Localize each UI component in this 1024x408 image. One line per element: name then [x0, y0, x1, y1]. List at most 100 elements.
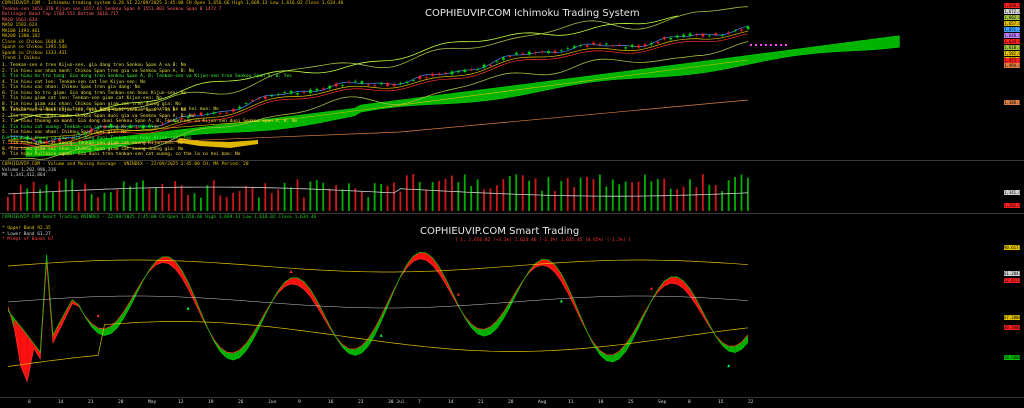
pane-divider[interactable]: [0, 160, 1024, 161]
volume-bar: [682, 186, 685, 211]
oscillator-fill: [59, 311, 66, 330]
bollinger-lower: [7, 41, 749, 160]
volume-bar: [45, 184, 48, 211]
date-tick-label: 21: [88, 400, 94, 405]
volume-bar: [541, 190, 543, 211]
candle-body: [437, 73, 441, 75]
candle-body: [109, 124, 113, 128]
chikou-line: [15, 15, 679, 122]
volume-bar: [573, 187, 576, 211]
candle-body: [251, 100, 254, 102]
candle-body: [637, 45, 641, 48]
oscillator-fill: [316, 300, 324, 318]
header-line: Bollinger Band Top 1704.551 Bottom 1618.…: [2, 12, 119, 17]
candle-body: [180, 118, 184, 120]
volume-bar: [187, 194, 189, 211]
oscillator-fill: [65, 299, 73, 317]
header-line: 8. Tin hieu giam xac nhan: Chikou Span g…: [2, 146, 184, 152]
ichimoku-header: COPHIEUVIP.COM - Ichimoku trading system…: [2, 1, 343, 62]
candle-body: [128, 125, 132, 128]
candle-body: [508, 56, 512, 57]
candle-body: [321, 88, 325, 90]
ma100-line: [7, 59, 749, 141]
volume-bar: [393, 182, 395, 211]
volume-bar: [405, 175, 408, 211]
oscillator-fill: [722, 342, 729, 352]
date-tick-label: 11: [568, 400, 574, 405]
header-line: COPHIEUVIP.COM - Ichimoku trading system…: [2, 1, 344, 6]
candle-body: [598, 43, 602, 45]
volume-bar: [7, 196, 9, 211]
candle-body: [315, 88, 319, 91]
smart-trading-legend: * Upper Band 92.35 * Lower Band 61.27 * Mi…: [2, 226, 53, 243]
candle-body: [238, 106, 242, 109]
oscillator-fill: [342, 344, 350, 354]
candle-body: [373, 85, 377, 87]
oscillator-fill: [297, 277, 304, 290]
candle-body: [302, 91, 306, 93]
oscillator-fill: [535, 259, 543, 268]
candle-body: [572, 46, 576, 48]
candle-body: [276, 94, 280, 95]
oscillator-fill: [355, 345, 362, 356]
smart-trading-pane[interactable]: COPHIEUVIP.COM Smart Trading COPHIEUVIP.…: [0, 214, 1024, 397]
bollinger-upper: [7, 6, 749, 119]
date-tick-label: 30 Jul: [388, 400, 405, 405]
oscillator-fill: [374, 315, 382, 336]
candle-body: [424, 76, 428, 78]
candle-body: [559, 50, 563, 52]
volume-chart: [7, 174, 749, 211]
price-tag: 1,202.99: [1004, 203, 1024, 208]
oscillator-fill: [413, 252, 420, 262]
pane-divider[interactable]: [0, 213, 1024, 214]
oscillator-fill: [246, 334, 253, 351]
volume-bar: [200, 197, 202, 211]
oscillator-fill: [91, 323, 99, 334]
header-line: MA200 1380.182: [2, 34, 40, 39]
oscillator-fill: [368, 328, 375, 346]
volume-bar: [277, 189, 280, 211]
oscillator-fill: [445, 278, 452, 296]
candle-body: [289, 91, 293, 94]
candle-body: [225, 112, 229, 114]
volume-bar: [605, 186, 608, 211]
volume-bar: [508, 175, 511, 211]
price-tag: 90.6177: [1004, 245, 1021, 250]
volume-bar: [431, 182, 434, 211]
candle-body: [534, 52, 538, 54]
header-line: 5. Tin hieu xac nhan: Chikou Span tren g…: [2, 85, 141, 90]
volume-bar: [129, 186, 132, 211]
volume-bar: [290, 187, 292, 211]
candle-body: [547, 51, 550, 54]
ichimoku-chart: [6, 6, 900, 160]
volume-bar: [174, 181, 177, 211]
ichimoku-pane[interactable]: COPHIEUVIP.COM Ichimoku Trading System C…: [0, 0, 1024, 160]
candle-body: [720, 35, 724, 36]
candle-body: [476, 68, 480, 70]
oscillator-fill: [677, 276, 684, 289]
volume-bar: [669, 188, 672, 211]
candle-body: [579, 45, 583, 46]
oscillator-line: [7, 258, 749, 383]
header-line: COPHIEUVIP.COM - Volume and Moving Avera…: [2, 162, 249, 167]
volume-pane[interactable]: COPHIEUVIP.COM - Volume and Moving Avera…: [0, 161, 1024, 213]
trade-arrow: [727, 364, 731, 368]
volume-bar: [631, 182, 633, 211]
volume-bar: [618, 184, 621, 211]
volume-bar: [663, 178, 666, 211]
header-line: 9. Tin hieu Pullback ngược: Gia duoi tre…: [2, 152, 241, 157]
candle-body: [489, 64, 493, 66]
candle-body: [450, 71, 454, 75]
projection-dot: [765, 44, 767, 46]
candle-body: [495, 61, 499, 63]
date-tick-label: 12: [178, 400, 184, 405]
oscillator-fill: [291, 277, 298, 285]
volume-bar: [39, 189, 41, 211]
header-line: * Lower Band 61.27: [2, 231, 51, 237]
volume-bar: [116, 189, 119, 211]
volume-bar: [84, 183, 87, 211]
candle-body: [662, 37, 666, 40]
volume-bar: [553, 191, 556, 211]
oscillator-fill: [310, 289, 317, 307]
candle-body: [212, 112, 216, 114]
